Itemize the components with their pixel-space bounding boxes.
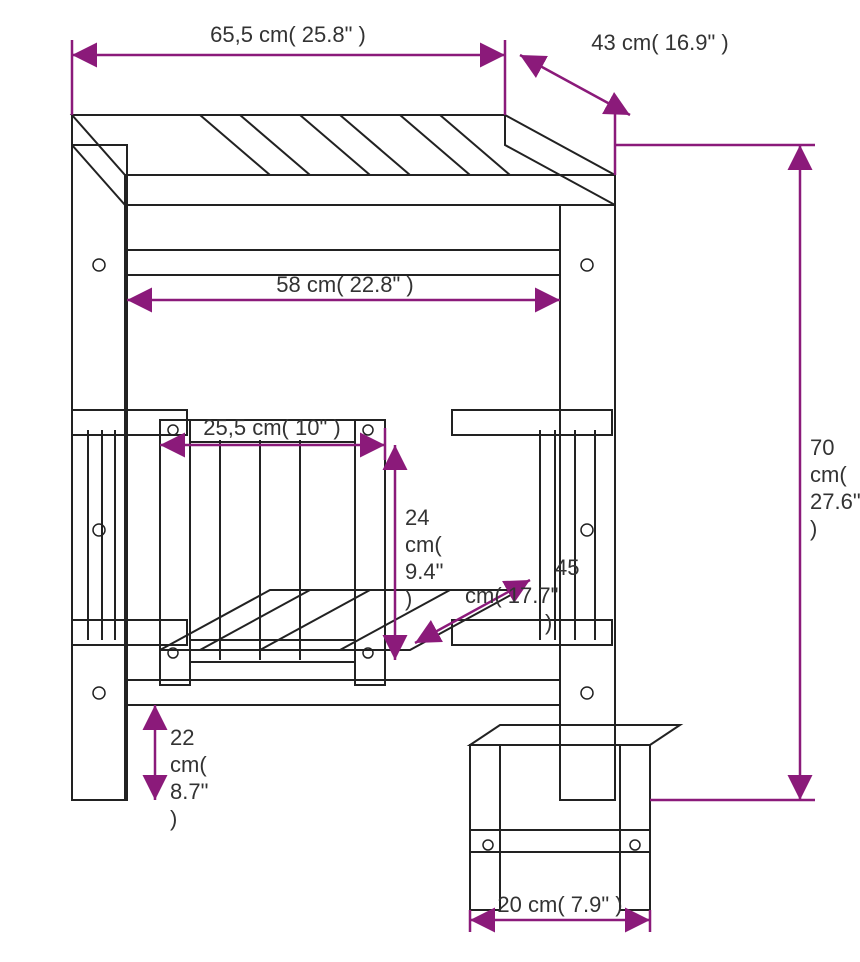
dim-step-width: 20 cm( 7.9" ) <box>470 892 650 932</box>
label-height-right-b: cm( <box>810 462 847 487</box>
label-mid-height-d: ) <box>405 586 412 611</box>
dim-mid-width: 25,5 cm( 10" ) <box>160 415 385 460</box>
label-inner-depth-c: ) <box>545 610 552 635</box>
product-outline <box>72 115 680 910</box>
dimension-diagram: 65,5 cm( 25.8" ) 43 cm( 16.9" ) 58 cm( 2… <box>0 0 860 962</box>
label-leg-height-a: 22 <box>170 725 194 750</box>
label-leg-height-c: 8.7" <box>170 779 208 804</box>
label-height-right-a: 70 <box>810 435 834 460</box>
label-height-right-c: 27.6" <box>810 489 860 514</box>
label-mid-width: 25,5 cm( 10" ) <box>203 415 340 440</box>
label-mid-height-b: cm( <box>405 532 442 557</box>
label-width-top: 65,5 cm( 25.8" ) <box>210 22 366 47</box>
dim-height-right: 70 cm( 27.6" ) <box>615 145 860 800</box>
dim-inner-width: 58 cm( 22.8" ) <box>127 272 560 300</box>
label-leg-height-d: ) <box>170 806 177 831</box>
dim-leg-height: 22 cm( 8.7" ) <box>155 705 208 831</box>
label-inner-depth-a: 45 <box>555 555 579 580</box>
dim-depth-top: 43 cm( 16.9" ) <box>520 30 729 175</box>
label-height-right-d: ) <box>810 516 817 541</box>
dim-width-top: 65,5 cm( 25.8" ) <box>72 22 505 115</box>
label-inner-depth-b: cm( 17.7" <box>465 583 558 608</box>
dim-mid-height: 24 cm( 9.4" ) <box>395 445 443 660</box>
label-depth-top: 43 cm( 16.9" ) <box>591 30 728 55</box>
label-mid-height-a: 24 <box>405 505 429 530</box>
label-mid-height-c: 9.4" <box>405 559 443 584</box>
label-leg-height-b: cm( <box>170 752 207 777</box>
label-step-width: 20 cm( 7.9" ) <box>497 892 622 917</box>
label-inner-width: 58 cm( 22.8" ) <box>276 272 413 297</box>
